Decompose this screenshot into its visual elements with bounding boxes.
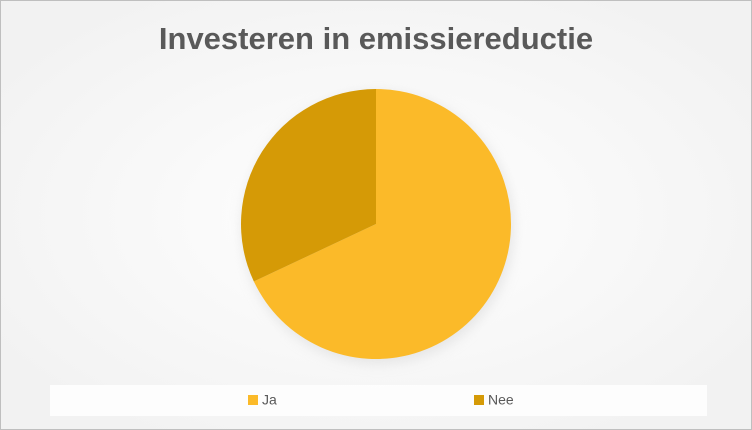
legend-label: Nee	[488, 392, 514, 408]
legend-swatch	[248, 395, 258, 405]
chart-title: Investeren in emissiereductie	[159, 21, 593, 56]
legend-box	[50, 385, 707, 416]
legend-swatch	[474, 395, 484, 405]
pie-slice	[253, 89, 512, 359]
pie-slice	[241, 89, 376, 282]
legend-label: Ja	[262, 392, 277, 408]
